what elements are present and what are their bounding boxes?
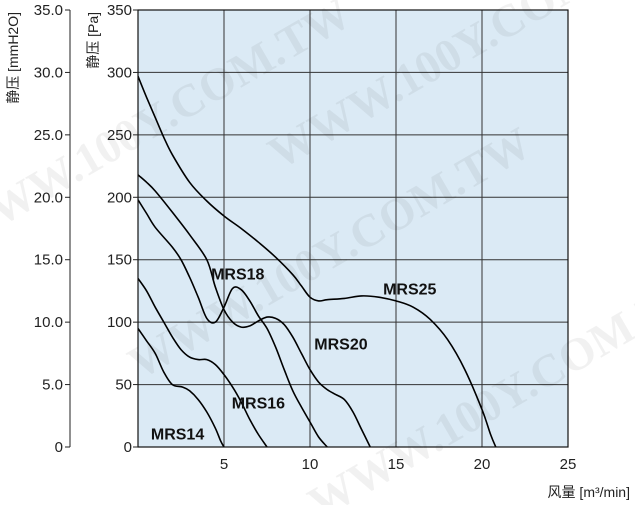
y-axis-tick-label: 200 [107, 189, 132, 206]
x-axis-tick-label: 20 [474, 456, 491, 473]
series-line-mrs16 [138, 277, 268, 447]
x-axis-tick-label: 10 [302, 456, 319, 473]
x-axis-tick-label: 5 [220, 456, 228, 473]
y-axis-title-pa: 静压 [Pa] [85, 12, 101, 69]
left-axis-tick-label: 10.0 [34, 314, 63, 331]
x-axis-title: 风量 [m³/min] [548, 484, 630, 500]
y-axis-tick-label: 250 [107, 127, 132, 144]
series-label-mrs16: MRS16 [232, 395, 285, 412]
axes: 0 5.0 10.0 15.0 20.0 25.0 30.0 35.0 0 50 100 150 200… [34, 2, 577, 473]
y-axis-tick-label: 100 [107, 314, 132, 331]
x-axis-tick-label: 25 [560, 456, 577, 473]
series-label-mrs14: MRS14 [151, 427, 204, 444]
left-axis-tick-label: 30.0 [34, 64, 63, 81]
left-axis-tick-label: 20.0 [34, 189, 63, 206]
left-axis-tick-label: 35.0 [34, 2, 63, 19]
y-axis-tick-label: 0 [124, 439, 132, 456]
x-axis-tick-label: 15 [388, 456, 405, 473]
series-lines [138, 75, 497, 447]
left-axis-tick-label: 15.0 [34, 252, 63, 269]
series-line-mrs18 [138, 199, 328, 447]
plot-area [138, 10, 568, 447]
y-axis-tick-label: 150 [107, 252, 132, 269]
series-line-mrs14 [138, 327, 225, 447]
y-axis-title-mmh2o: 静压 [mmH2O] [5, 12, 21, 104]
left-axis-tick-label: 25.0 [34, 127, 63, 144]
series-labels: MRS14 MRS16 MRS18 MRS20 MRS25 [151, 267, 437, 444]
left-axis-tick-label: 0 [55, 439, 63, 456]
plot-frame [137, 9, 569, 448]
y-axis-tick-label: 50 [115, 377, 132, 394]
left-axis-tick-label: 5.0 [42, 377, 63, 394]
series-line-mrs25 [138, 75, 497, 447]
series-label-mrs18: MRS18 [211, 267, 264, 284]
series-label-mrs20: MRS20 [314, 337, 367, 354]
series-line-mrs20 [138, 174, 371, 447]
y-axis-tick-label: 300 [107, 64, 132, 81]
series-label-mrs25: MRS25 [383, 282, 436, 299]
y-axis-tick-label: 350 [107, 2, 132, 19]
